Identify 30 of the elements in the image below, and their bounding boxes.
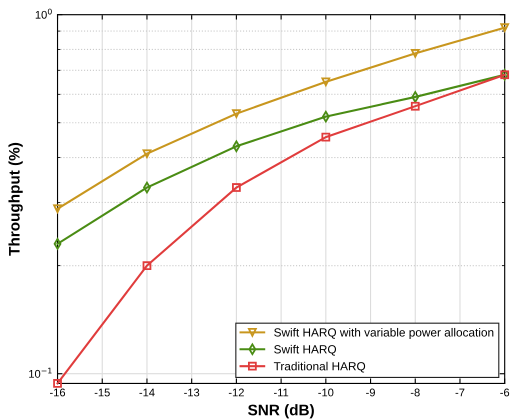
point [410,49,420,58]
x-tick-label: -11 [274,388,288,396]
x-tick-label: -16 [50,388,66,396]
x-tick-label: -9 [366,388,375,396]
x-axis-title: SNR (dB) [248,404,314,418]
point [500,23,510,32]
x-tick-label: -14 [139,388,155,396]
x-tick-label: -10 [318,388,334,396]
x-tick-label: -7 [456,388,464,396]
point [53,204,62,214]
legend-label: Swift HARQ with variable power allocation [274,328,494,339]
point [142,149,152,158]
legend-label: Traditional HARQ [274,362,366,373]
x-tick-label: -15 [94,388,110,396]
point [322,110,330,122]
x-tick-label: -8 [410,388,420,396]
x-tick-label: -6 [500,388,510,396]
point [410,102,420,111]
point [321,132,330,142]
point [232,109,241,118]
x-tick-label: -12 [228,388,244,396]
y-tick-label: 10$^{−1}$ [29,368,52,378]
point [321,77,330,86]
point [411,91,420,103]
legend-label: Swift HARQ [274,344,336,356]
x-tick-label: -13 [184,388,200,396]
point [142,261,152,270]
point [232,183,241,192]
y-tick-label: 10$^{0}$ [36,8,52,19]
y-axis-title: Throughput (%) [8,142,23,256]
